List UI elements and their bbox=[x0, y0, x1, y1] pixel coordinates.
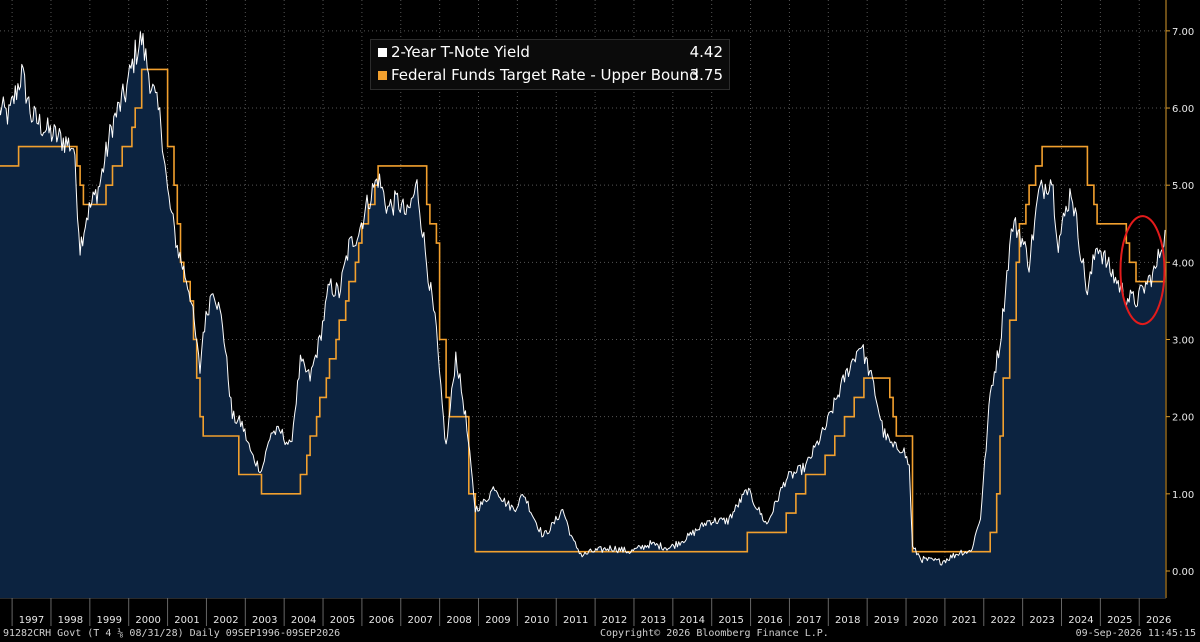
x-tick-label: 2010 bbox=[524, 615, 549, 626]
chart-legend: 2-Year T-Note Yield 4.42 Federal Funds T… bbox=[370, 39, 730, 90]
x-tick-label: 2003 bbox=[252, 615, 277, 626]
x-tick-label: 2025 bbox=[1107, 615, 1132, 626]
y-tick-label: 0.00 bbox=[1172, 567, 1194, 578]
x-tick-label: 2015 bbox=[718, 615, 743, 626]
legend-value-yield: 4.42 bbox=[689, 43, 723, 61]
footer-timestamp: 09-Sep-2026 11:45:15 bbox=[1075, 628, 1196, 639]
yield-area bbox=[0, 31, 1166, 598]
x-tick-label: 1997 bbox=[19, 615, 44, 626]
y-tick-label: 7.00 bbox=[1172, 27, 1194, 38]
x-tick-label: 2026 bbox=[1146, 615, 1171, 626]
legend-label-fed-funds: Federal Funds Target Rate - Upper Bound bbox=[391, 66, 699, 84]
x-tick-label: 2024 bbox=[1068, 615, 1093, 626]
x-tick-label: 2023 bbox=[1029, 615, 1054, 626]
x-tick-label: 2005 bbox=[330, 615, 355, 626]
x-tick-label: 2009 bbox=[485, 615, 510, 626]
x-tick-label: 2004 bbox=[291, 615, 316, 626]
yield-line bbox=[0, 31, 1166, 566]
y-tick-label: 6.00 bbox=[1172, 104, 1194, 115]
footer-copyright: Copyright© 2026 Bloomberg Finance L.P. bbox=[600, 628, 829, 639]
y-tick-label: 5.00 bbox=[1172, 181, 1194, 192]
footer-security-info: 91282CRH Govt (T 4 ⅛ 08/31/28) Daily 09S… bbox=[3, 628, 341, 639]
x-tick-label: 2013 bbox=[641, 615, 666, 626]
x-tick-label: 2000 bbox=[135, 615, 160, 626]
x-tick-label: 2016 bbox=[757, 615, 782, 626]
legend-label-yield: 2-Year T-Note Yield bbox=[391, 43, 530, 61]
y-tick-label: 4.00 bbox=[1172, 258, 1194, 269]
legend-item-yield: 2-Year T-Note Yield 4.42 bbox=[377, 42, 723, 63]
x-tick-label: 2008 bbox=[446, 615, 471, 626]
x-tick-label: 2011 bbox=[563, 615, 588, 626]
x-tick-label: 2007 bbox=[407, 615, 432, 626]
highlight-ellipse bbox=[1119, 215, 1166, 326]
x-tick-label: 2020 bbox=[913, 615, 938, 626]
x-tick-label: 1998 bbox=[58, 615, 83, 626]
x-tick-label: 2019 bbox=[874, 615, 899, 626]
x-tick-label: 1999 bbox=[97, 615, 122, 626]
x-tick-label: 2022 bbox=[990, 615, 1015, 626]
x-tick-label: 2017 bbox=[796, 615, 821, 626]
legend-item-fed-funds: Federal Funds Target Rate - Upper Bound … bbox=[377, 65, 723, 86]
x-tick-label: 2012 bbox=[602, 615, 627, 626]
y-tick-label: 3.00 bbox=[1172, 336, 1194, 347]
y-tick-label: 1.00 bbox=[1172, 490, 1194, 501]
x-tick-label: 2001 bbox=[174, 615, 199, 626]
x-tick-label: 2002 bbox=[213, 615, 238, 626]
x-tick-label: 2014 bbox=[680, 615, 705, 626]
x-tick-label: 2018 bbox=[835, 615, 860, 626]
x-tick-label: 2021 bbox=[952, 615, 977, 626]
legend-swatch-yield bbox=[378, 48, 387, 57]
legend-value-fed-funds: 3.75 bbox=[689, 66, 723, 84]
x-tick-label: 2006 bbox=[369, 615, 394, 626]
y-tick-label: 2.00 bbox=[1172, 413, 1194, 424]
legend-swatch-fed-funds bbox=[378, 71, 387, 80]
